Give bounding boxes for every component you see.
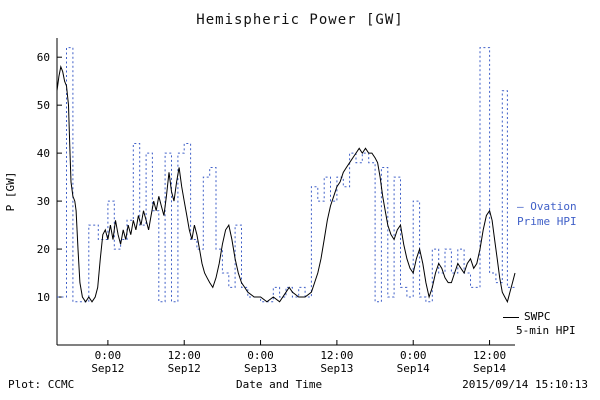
y-tick-label: 30 (37, 195, 50, 208)
x-tick-date-label: Sep14 (473, 362, 506, 375)
legend-swpc-line1: SWPC (524, 310, 551, 323)
legend-ovation: – Ovation Prime HPI (517, 199, 577, 229)
legend-swpc-line2: 5-min HPI (516, 324, 576, 337)
swpc-5-min-hpi-line (56, 65, 516, 304)
x-tick-time-label: 0:00 (400, 349, 427, 362)
x-tick-time-label: 12:00 (320, 349, 353, 362)
legend-ovation-line1: – Ovation (517, 200, 577, 213)
y-axis-label: P [GW] (4, 172, 17, 212)
x-axis-ticks: 0:00Sep1212:00Sep120:00Sep1312:00Sep130:… (91, 340, 506, 375)
x-tick-time-label: 12:00 (168, 349, 201, 362)
x-tick-date-label: Sep13 (244, 362, 277, 375)
x-axis-title: Date and Time (236, 378, 323, 391)
x-tick-date-label: Sep12 (91, 362, 124, 375)
swpc-legend-line-sample (503, 316, 519, 318)
x-tick-date-label: Sep12 (168, 362, 201, 375)
x-tick-date-label: Sep13 (320, 362, 353, 375)
axes (56, 38, 515, 346)
y-tick-label: 60 (37, 51, 50, 64)
y-tick-label: 20 (37, 243, 50, 256)
x-tick-time-label: 12:00 (473, 349, 506, 362)
timestamp: 2015/09/14 15:10:13 (462, 378, 588, 391)
legend-ovation-line2: Prime HPI (517, 215, 577, 228)
ovation-prime-hpi-line (57, 47, 515, 303)
legend-swpc: SWPC 5-min HPI (503, 310, 576, 338)
y-axis-ticks: 10 20 30 40 50 60 (37, 51, 62, 304)
y-tick-label: 10 (37, 291, 50, 304)
x-tick-time-label: 0:00 (247, 349, 274, 362)
y-tick-label: 40 (37, 147, 50, 160)
x-tick-date-label: Sep14 (397, 362, 430, 375)
chart-title: Hemispheric Power [GW] (196, 12, 404, 28)
plot-source-label: Plot: CCMC (8, 378, 75, 391)
x-tick-time-label: 0:00 (95, 349, 122, 362)
y-tick-label: 50 (37, 99, 50, 112)
